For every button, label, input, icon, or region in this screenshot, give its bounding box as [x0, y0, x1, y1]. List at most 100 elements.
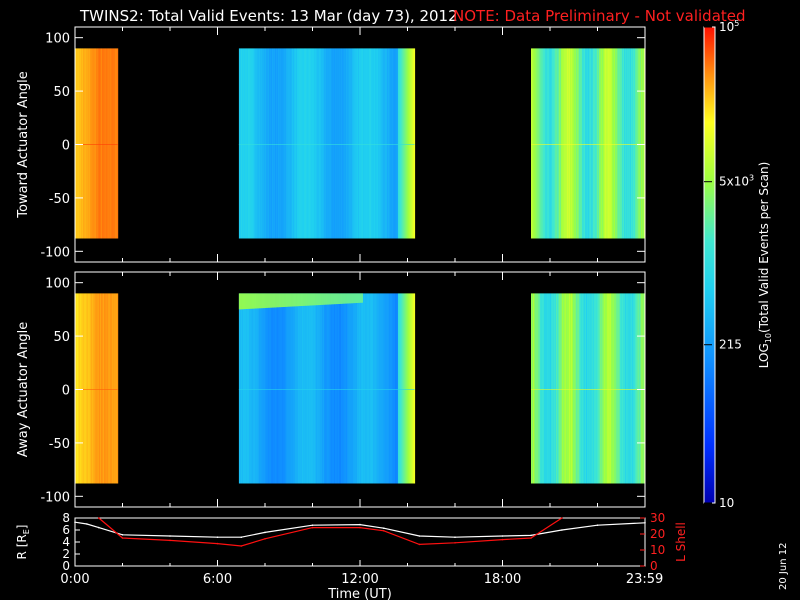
toward-cell — [87, 48, 89, 239]
toward-cell — [638, 48, 640, 239]
colorbar-tick-label: 10 — [719, 496, 734, 510]
toward-cell — [113, 48, 115, 239]
toward-cell — [344, 48, 347, 239]
toward-cell — [635, 48, 637, 239]
toward-cell — [285, 48, 288, 239]
colorbar-tick-label: 5x103 — [719, 174, 754, 189]
toward-cell — [535, 48, 537, 239]
away-band-cell — [286, 293, 289, 307]
toward-cell — [392, 48, 395, 239]
toward-cell — [360, 48, 363, 239]
away-cell — [376, 293, 379, 484]
toward-cell — [86, 48, 88, 239]
away-cell — [598, 293, 600, 484]
away-cell — [640, 293, 642, 484]
lshell-point — [383, 530, 385, 532]
away-band-cell — [338, 293, 341, 304]
away-cell — [256, 293, 259, 484]
toward-cell — [630, 48, 632, 239]
toward-cell — [321, 48, 324, 239]
away-band-cell — [247, 293, 250, 309]
toward-cell — [272, 48, 275, 239]
away-cell — [585, 293, 587, 484]
toward-cell — [389, 48, 392, 239]
away-cell — [398, 293, 401, 484]
orbit-ytick-left-label: 2 — [62, 547, 70, 561]
away-band-cell — [346, 293, 349, 304]
toward-cell — [81, 48, 83, 239]
toward-cell — [384, 48, 387, 239]
toward-cell — [104, 48, 106, 239]
toward-cell — [398, 48, 401, 239]
toward-cell — [388, 48, 391, 239]
away-cell — [288, 293, 291, 484]
away-cell — [564, 293, 566, 484]
away-cell — [589, 293, 591, 484]
away-band-cell — [258, 293, 261, 309]
toward-cell — [562, 48, 564, 239]
toward-cell — [400, 48, 403, 239]
away-cell — [551, 293, 553, 484]
toward-cell — [324, 48, 327, 239]
away-cell — [604, 293, 606, 484]
away-cell — [349, 293, 352, 484]
away-cell — [325, 293, 328, 484]
toward-cell — [611, 48, 613, 239]
away-cell — [340, 293, 343, 484]
away-cell — [365, 293, 368, 484]
away-cell — [354, 293, 357, 484]
away-band-cell — [289, 293, 292, 307]
away-cell — [254, 293, 257, 484]
toward-cell — [390, 48, 393, 239]
toward-cell — [251, 48, 254, 239]
away-cell — [600, 293, 602, 484]
away-cell — [323, 293, 326, 484]
toward-cell — [243, 48, 246, 239]
away-cell — [348, 293, 351, 484]
away-band-cell — [283, 293, 286, 307]
away-cell — [110, 293, 112, 484]
away-band-cell — [358, 293, 361, 303]
away-band-cell — [314, 293, 317, 306]
away-cell — [357, 293, 360, 484]
away-cell — [297, 293, 300, 484]
toward-cell — [375, 48, 378, 239]
toward-cell — [358, 48, 361, 239]
toward-cell — [271, 48, 274, 239]
away-cell — [375, 293, 378, 484]
away-cell — [296, 293, 299, 484]
toward-cell — [406, 48, 409, 239]
away-cell — [278, 293, 281, 484]
toward-cell — [286, 48, 289, 239]
away-cell — [343, 293, 346, 484]
away-cell — [75, 293, 77, 484]
away-cell — [333, 293, 336, 484]
orbit-ytick-left-label: 6 — [62, 523, 70, 537]
away-cell — [321, 293, 324, 484]
toward-cell — [267, 48, 270, 239]
away-cell — [602, 293, 604, 484]
away-cell — [631, 293, 633, 484]
toward-cell — [288, 48, 291, 239]
away-cell — [283, 293, 286, 484]
away-cell — [383, 293, 386, 484]
away-cell — [102, 293, 104, 484]
toward-cell — [371, 48, 374, 239]
away-cell — [314, 293, 317, 484]
away-band-cell — [350, 293, 353, 304]
away-cell — [303, 293, 306, 484]
away-band-cell — [328, 293, 331, 305]
away-cell — [356, 293, 359, 484]
radius-point — [359, 523, 361, 526]
away-band-cell — [246, 293, 249, 309]
away-cell — [85, 293, 87, 484]
toward-cell — [642, 48, 644, 239]
away-cell — [558, 293, 560, 484]
toward-cell — [554, 48, 556, 239]
toward-cell — [332, 48, 335, 239]
away-cell — [409, 293, 412, 484]
toward-cell — [79, 48, 81, 239]
away-cell — [261, 293, 264, 484]
toward-cell — [590, 48, 592, 239]
away-band-cell — [355, 293, 358, 303]
